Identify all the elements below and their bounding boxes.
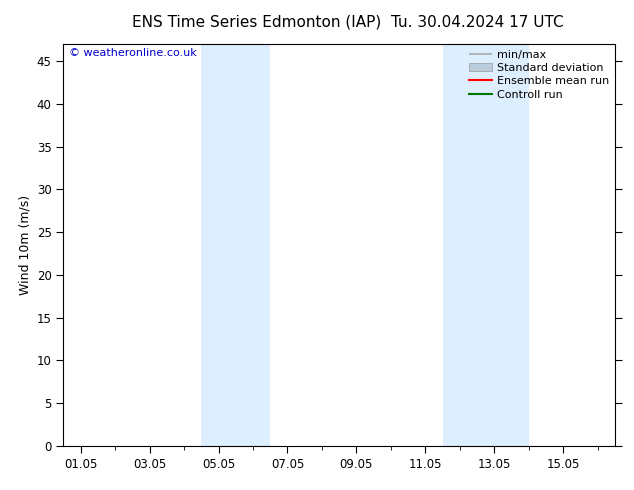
Text: ENS Time Series Edmonton (IAP): ENS Time Series Edmonton (IAP) xyxy=(132,15,381,30)
Text: Tu. 30.04.2024 17 UTC: Tu. 30.04.2024 17 UTC xyxy=(391,15,564,30)
Y-axis label: Wind 10m (m/s): Wind 10m (m/s) xyxy=(18,195,31,295)
Legend: min/max, Standard deviation, Ensemble mean run, Controll run: min/max, Standard deviation, Ensemble me… xyxy=(466,47,612,103)
Bar xyxy=(202,44,270,446)
Text: © weatheronline.co.uk: © weatheronline.co.uk xyxy=(69,48,197,58)
Bar xyxy=(443,44,529,446)
